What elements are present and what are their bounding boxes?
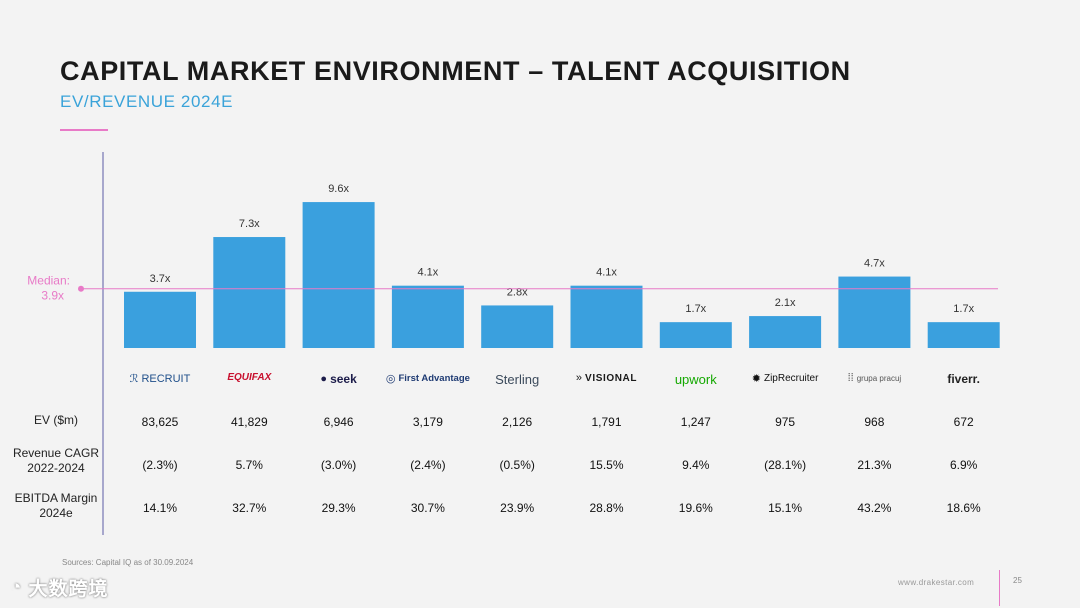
table-cell: 41,829 <box>230 415 268 429</box>
company-logo-text: grupa pracuj <box>856 373 902 383</box>
company-logo-8: ⁞⁞ grupa pracuj <box>824 372 924 384</box>
bar-label-8: 4.7x <box>864 258 885 270</box>
company-logo-9: fiverr. <box>914 372 1014 386</box>
table-cell: 9.4% <box>682 458 710 472</box>
ziprecruiter-icon: ✹ <box>751 373 761 385</box>
bar-label-1: 7.3x <box>239 218 260 230</box>
bar-label-9: 1.7x <box>953 303 974 315</box>
company-logo-text: fiverr. <box>947 372 981 386</box>
table-cell: 43.2% <box>857 501 892 515</box>
company-logo-4: Sterling <box>467 372 567 387</box>
company-logo-3: ◎ First Advantage <box>378 372 478 385</box>
company-logo-2: ● seek <box>289 372 389 386</box>
table-cell: 1,791 <box>591 415 622 429</box>
table-cell: 14.1% <box>142 501 178 515</box>
table-cell: (0.5%) <box>499 458 535 472</box>
bar-label-6: 1.7x <box>685 303 706 315</box>
company-logo-6: upwork <box>646 372 746 387</box>
table-cell: 15.1% <box>768 501 803 515</box>
company-logo-text: VISIONAL <box>585 372 638 384</box>
recruit-r-icon: ℛ <box>129 373 139 385</box>
median-label: Median: <box>27 274 70 288</box>
table-cell: 15.5% <box>589 458 624 472</box>
source-note: Sources: Capital IQ as of 30.09.2024 <box>62 558 194 567</box>
table-cell: (2.4%) <box>410 458 446 472</box>
table-cell: (3.0%) <box>320 458 357 472</box>
table-cell: 1,247 <box>680 415 711 429</box>
company-logo-text: seek <box>330 372 357 386</box>
bar-0 <box>124 291 196 348</box>
bar-3 <box>391 285 464 348</box>
median-value: 3.9x <box>41 289 64 303</box>
table-cell: 6.9% <box>950 458 978 472</box>
company-logo-1: EQUIFAX <box>199 372 299 383</box>
bar-label-2: 9.6x <box>328 183 349 195</box>
watermark: ◔ 大数跨境 <box>10 574 109 601</box>
bar-label-7: 2.1x <box>775 297 796 309</box>
bar-6 <box>659 322 732 348</box>
visional-chevron-icon: » <box>575 372 583 384</box>
bar-7 <box>749 316 822 348</box>
first-advantage-icon: ◎ <box>385 373 396 385</box>
watermark-text: 大数跨境 <box>28 579 109 600</box>
row-label-0: EV ($m) <box>33 413 78 427</box>
table-cell: 5.7% <box>235 458 263 472</box>
table-cell: 30.7% <box>410 501 445 515</box>
company-logo-0: ℛ RECRUIT <box>110 372 210 386</box>
table-cell: (2.3%) <box>142 458 178 472</box>
company-logo-text: RECRUIT <box>141 372 191 385</box>
bar-8 <box>838 276 911 348</box>
table-cell: (28.1%) <box>764 458 807 472</box>
seek-circle-icon: ● <box>320 373 328 385</box>
bar-9 <box>927 322 1000 348</box>
watermark-logo-icon: ◔ <box>10 576 23 598</box>
bar-1 <box>213 237 286 348</box>
footer-divider <box>999 570 1000 606</box>
page-title: CAPITAL MARKET ENVIRONMENT – TALENT ACQU… <box>60 56 851 86</box>
website-link[interactable]: www.drakestar.com <box>898 578 975 587</box>
table-cell: 968 <box>864 415 885 429</box>
company-logo-text: Sterling <box>495 372 540 387</box>
table-cell: 2,126 <box>502 415 533 429</box>
table-cell: 29.3% <box>321 501 356 515</box>
table-cell: 21.3% <box>857 458 892 472</box>
page-subtitle: EV/REVENUE 2024E <box>60 92 234 111</box>
table-cell: 23.9% <box>500 501 535 515</box>
row-label-2: EBITDA Margin 2024e <box>14 491 98 520</box>
table-cell: 32.7% <box>232 501 267 515</box>
bar-2 <box>302 202 375 348</box>
median-dot <box>78 285 84 292</box>
bar-5 <box>570 285 643 348</box>
bar-label-0: 3.7x <box>150 273 171 285</box>
bar-label-3: 4.1x <box>418 267 439 279</box>
table-cell: 28.8% <box>589 501 624 515</box>
grupa-pracuj-icon: ⁞⁞ <box>847 372 854 384</box>
table-cell: 18.6% <box>946 501 981 515</box>
table-cell: 672 <box>953 415 974 429</box>
title-underline <box>60 129 108 131</box>
company-logo-text: ZipRecruiter <box>763 373 819 384</box>
company-logo-text: First Advantage <box>398 373 470 384</box>
page-number: 25 <box>1013 576 1022 585</box>
company-logo-text: upwork <box>674 372 717 387</box>
company-logo-text: EQUIFAX <box>227 372 272 383</box>
table-cell: 83,625 <box>141 415 179 429</box>
company-logo-7: ✹ ZipRecruiter <box>735 372 835 385</box>
table-cell: 3,179 <box>412 415 443 429</box>
bar-label-5: 4.1x <box>596 267 617 279</box>
table-cell: 6,946 <box>323 415 354 429</box>
bar-label-4: 2.8x <box>507 286 528 298</box>
table-cell: 975 <box>775 415 796 429</box>
table-cell: 19.6% <box>678 501 713 515</box>
company-logo-5: » VISIONAL <box>557 372 657 384</box>
row-label-1: Revenue CAGR 2022-2024 <box>12 446 100 475</box>
bar-4 <box>481 305 554 348</box>
